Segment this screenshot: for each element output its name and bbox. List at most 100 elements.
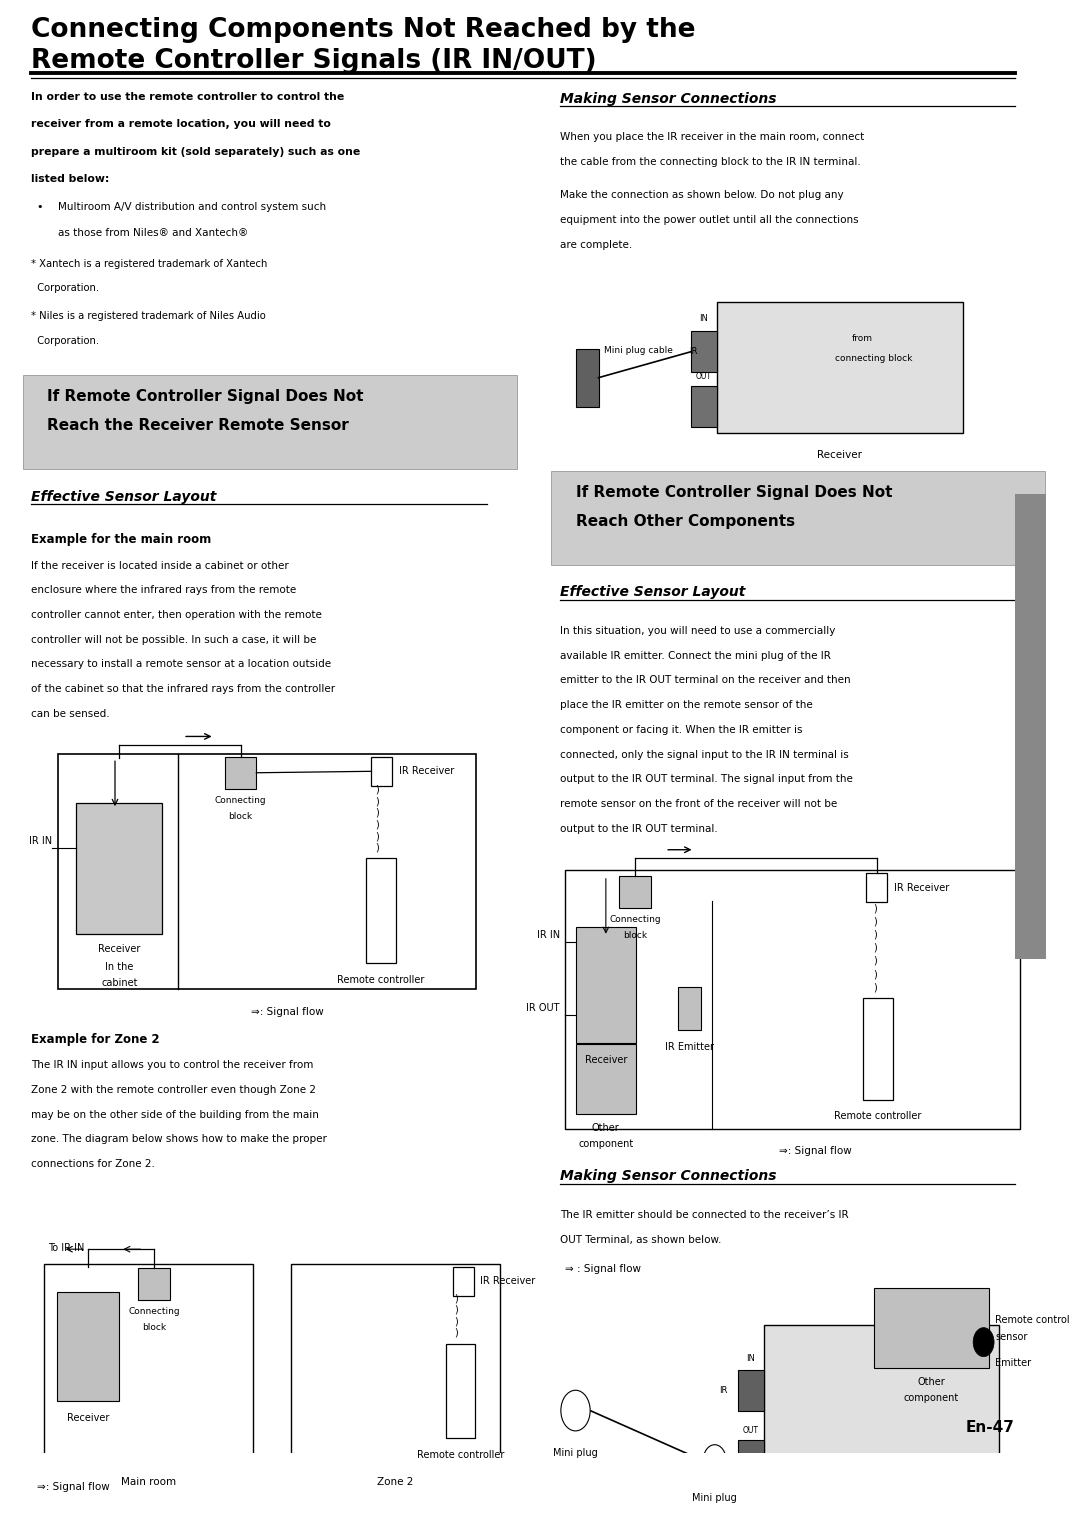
Bar — [56, 1293, 119, 1401]
Text: Reach Other Components: Reach Other Components — [576, 514, 795, 530]
Text: Receiver: Receiver — [67, 1413, 109, 1422]
Text: Other: Other — [917, 1376, 945, 1387]
Text: ): ) — [455, 1293, 458, 1303]
Text: •: • — [37, 201, 43, 212]
Text: IR IN: IR IN — [537, 931, 559, 940]
Text: Make the connection as shown below. Do not plug any: Make the connection as shown below. Do n… — [559, 191, 843, 200]
Text: Corporation.: Corporation. — [31, 284, 99, 293]
Text: Receiver: Receiver — [98, 945, 140, 954]
Text: IR: IR — [689, 348, 698, 356]
Text: output to the IR OUT terminal. The signal input from the: output to the IR OUT terminal. The signa… — [559, 774, 853, 784]
Text: sensor: sensor — [995, 1332, 1027, 1341]
Text: Receiver: Receiver — [584, 1054, 627, 1065]
Text: ): ) — [375, 784, 379, 795]
Text: When you place the IR receiver in the main room, connect: When you place the IR receiver in the ma… — [559, 133, 864, 142]
Bar — [717, 302, 962, 433]
Text: ): ) — [873, 903, 877, 914]
Bar — [446, 1344, 475, 1437]
Text: equipment into the power outlet until all the connections: equipment into the power outlet until al… — [559, 215, 859, 224]
Text: IR OUT: IR OUT — [526, 1003, 559, 1013]
Text: zone. The diagram below shows how to make the proper: zone. The diagram below shows how to mak… — [31, 1134, 327, 1144]
Bar — [738, 1370, 764, 1412]
Bar — [44, 1264, 253, 1460]
Text: IN: IN — [699, 314, 708, 324]
Text: ): ) — [873, 917, 877, 926]
Text: output to the IR OUT terminal.: output to the IR OUT terminal. — [559, 824, 717, 833]
Text: ): ) — [455, 1317, 458, 1326]
Text: component: component — [904, 1393, 959, 1402]
Text: En-47: En-47 — [967, 1421, 1015, 1434]
Bar — [764, 1325, 999, 1514]
Bar — [874, 1288, 989, 1369]
Text: If Remote Controller Signal Does Not: If Remote Controller Signal Does Not — [48, 389, 364, 404]
Text: ): ) — [375, 832, 379, 841]
Text: ⇒: Signal flow: ⇒: Signal flow — [37, 1482, 109, 1491]
Text: Other: Other — [592, 1123, 620, 1132]
Text: place the IR emitter on the remote sensor of the: place the IR emitter on the remote senso… — [559, 700, 812, 710]
Circle shape — [561, 1390, 590, 1431]
Bar — [1015, 494, 1047, 958]
Bar — [690, 331, 717, 372]
Text: available IR emitter. Connect the mini plug of the IR: available IR emitter. Connect the mini p… — [559, 650, 831, 661]
Text: To IR IN: To IR IN — [49, 1244, 84, 1253]
Text: ⇒: Signal flow: ⇒: Signal flow — [252, 1007, 324, 1016]
Text: controller will not be possible. In such a case, it will be: controller will not be possible. In such… — [31, 635, 316, 645]
Text: component: component — [578, 1138, 634, 1149]
Text: IR IN: IR IN — [29, 836, 52, 845]
Text: The IR IN input allows you to control the receiver from: The IR IN input allows you to control th… — [31, 1061, 314, 1070]
Bar — [454, 1267, 474, 1296]
Bar — [225, 757, 256, 789]
Text: block: block — [623, 931, 647, 940]
Text: may be on the other side of the building from the main: may be on the other side of the building… — [31, 1109, 320, 1120]
Text: connected, only the signal input to the IR IN terminal is: connected, only the signal input to the … — [559, 749, 849, 760]
Text: IR Receiver: IR Receiver — [481, 1276, 536, 1286]
Text: ): ) — [873, 969, 877, 980]
Text: ): ) — [375, 807, 379, 818]
Text: * Xantech is a registered trademark of Xantech: * Xantech is a registered trademark of X… — [31, 258, 268, 269]
Text: connections for Zone 2.: connections for Zone 2. — [31, 1160, 156, 1169]
Text: can be sensed.: can be sensed. — [31, 710, 110, 719]
Text: * Niles is a registered trademark of Niles Audio: * Niles is a registered trademark of Nil… — [31, 311, 266, 320]
Text: ): ) — [455, 1305, 458, 1314]
Text: are complete.: are complete. — [559, 240, 632, 250]
Bar — [576, 928, 636, 1044]
Text: In order to use the remote controller to control the: In order to use the remote controller to… — [31, 92, 345, 102]
Text: of the cabinet so that the infrared rays from the controller: of the cabinet so that the infrared rays… — [31, 684, 336, 694]
Text: cabinet: cabinet — [102, 978, 137, 987]
Bar — [690, 386, 717, 427]
Text: ): ) — [873, 983, 877, 992]
Text: Connecting: Connecting — [215, 797, 267, 806]
Text: Main room: Main room — [121, 1477, 176, 1488]
Text: Multiroom A/V distribution and control system such: Multiroom A/V distribution and control s… — [57, 201, 326, 212]
Text: Making Sensor Connections: Making Sensor Connections — [559, 92, 777, 105]
Text: ): ) — [873, 943, 877, 952]
Bar — [366, 859, 395, 963]
Text: Zone 2 with the remote controller even though Zone 2: Zone 2 with the remote controller even t… — [31, 1085, 316, 1096]
Text: block: block — [141, 1323, 166, 1332]
Text: OUT: OUT — [696, 371, 712, 380]
Bar — [576, 348, 598, 407]
Text: as those from Niles® and Xantech®: as those from Niles® and Xantech® — [57, 227, 247, 238]
Bar — [138, 1268, 170, 1300]
Text: block: block — [229, 812, 253, 821]
Text: Connecting: Connecting — [129, 1308, 179, 1317]
Text: emitter to the IR OUT terminal on the receiver and then: emitter to the IR OUT terminal on the re… — [559, 676, 850, 685]
Text: OUT: OUT — [743, 1425, 759, 1434]
Bar — [738, 1441, 764, 1482]
Text: ⇒: Signal flow: ⇒: Signal flow — [779, 1146, 852, 1157]
Bar — [863, 998, 892, 1100]
Circle shape — [703, 1445, 726, 1477]
Text: Receiver: Receiver — [818, 450, 862, 461]
Bar — [552, 470, 1045, 565]
Text: Effective Sensor Layout: Effective Sensor Layout — [31, 490, 217, 504]
Bar — [77, 803, 162, 934]
Text: Example for Zone 2: Example for Zone 2 — [31, 1033, 160, 1045]
Text: ⇒ : Signal flow: ⇒ : Signal flow — [565, 1264, 642, 1274]
Text: ): ) — [455, 1328, 458, 1338]
Text: Remote controller: Remote controller — [834, 1111, 921, 1122]
Text: Mini plug: Mini plug — [553, 1448, 598, 1459]
Text: Remote controller: Remote controller — [417, 1450, 504, 1460]
Text: Mini plug: Mini plug — [692, 1492, 737, 1503]
Text: IN: IN — [746, 1354, 755, 1363]
Text: Effective Sensor Layout: Effective Sensor Layout — [559, 586, 745, 600]
